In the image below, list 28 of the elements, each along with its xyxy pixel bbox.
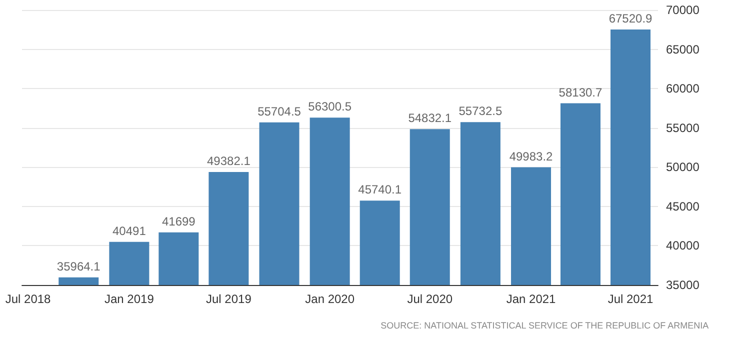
y-tick-label: 65000	[666, 42, 700, 56]
data-label: 58130.7	[558, 85, 602, 100]
y-tick-label: 40000	[666, 238, 700, 253]
data-label: 67520.9	[608, 11, 653, 26]
x-tick-label: Jan 2020	[305, 292, 355, 306]
data-label: 40491	[112, 224, 146, 238]
data-label: 45740.1	[358, 182, 402, 197]
data-label: 41699	[162, 214, 196, 228]
y-tick-label: 45000	[666, 199, 700, 214]
x-tick-label: Jul 2021	[608, 292, 654, 306]
data-label: 55732.5	[458, 104, 502, 118]
data-label: 55704.5	[258, 104, 302, 118]
x-tick-label: Jul 2019	[206, 292, 252, 306]
y-tick-label: 60000	[666, 82, 700, 96]
y-tick-label: 35000	[666, 278, 700, 292]
x-tick-label: Jul 2018	[5, 292, 52, 306]
data-label: 54832.1	[408, 111, 452, 126]
x-tick-label: Jul 2020	[407, 292, 453, 306]
y-tick-label: 55000	[666, 120, 700, 135]
x-tick-label: Jan 2019	[104, 292, 154, 306]
data-label: 35964.1	[56, 259, 101, 274]
data-label: 49382.1	[206, 154, 251, 168]
x-tick-label: Jan 2021	[506, 292, 556, 306]
source-note: SOURCE: NATIONAL STATISTICAL SERVICE OF THE REPUBLIC OF ARMENIA	[380, 320, 709, 330]
data-label: 56300.5	[308, 100, 352, 114]
data-label: 49983.2	[509, 149, 554, 164]
y-tick-label: 70000	[666, 3, 700, 17]
y-tick-label: 50000	[666, 160, 700, 174]
